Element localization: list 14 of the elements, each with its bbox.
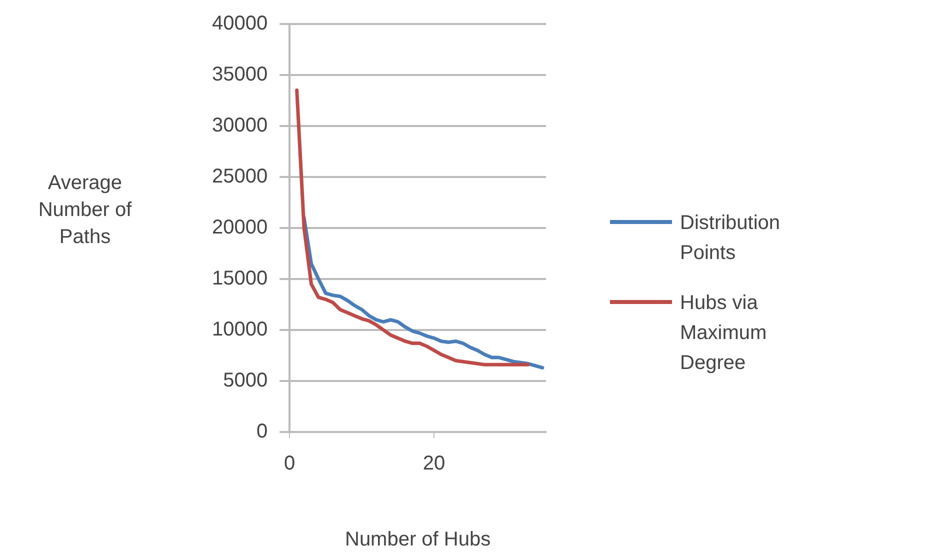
legend-label: Distribution Points [680,211,782,266]
x-axis-title: Number of Hubs [344,528,491,551]
y-tick-label: 0 [256,420,268,443]
y-tick-label: 5000 [223,370,268,392]
y-tick-label: 25000 [212,166,268,188]
y-tick-label: 35000 [212,64,268,86]
y-tick-label: 40000 [212,12,268,35]
y-tick-label: 10000 [212,318,268,341]
y-tick-label: 15000 [212,268,268,290]
y-tick-label: 30000 [212,114,268,137]
y-tick-label: 20000 [212,216,268,239]
x-tick-label: 20 [422,452,446,475]
legend-label: Hubs via Maximum Degree [680,291,768,376]
y-axis-title: Average Number of Paths [37,171,133,250]
